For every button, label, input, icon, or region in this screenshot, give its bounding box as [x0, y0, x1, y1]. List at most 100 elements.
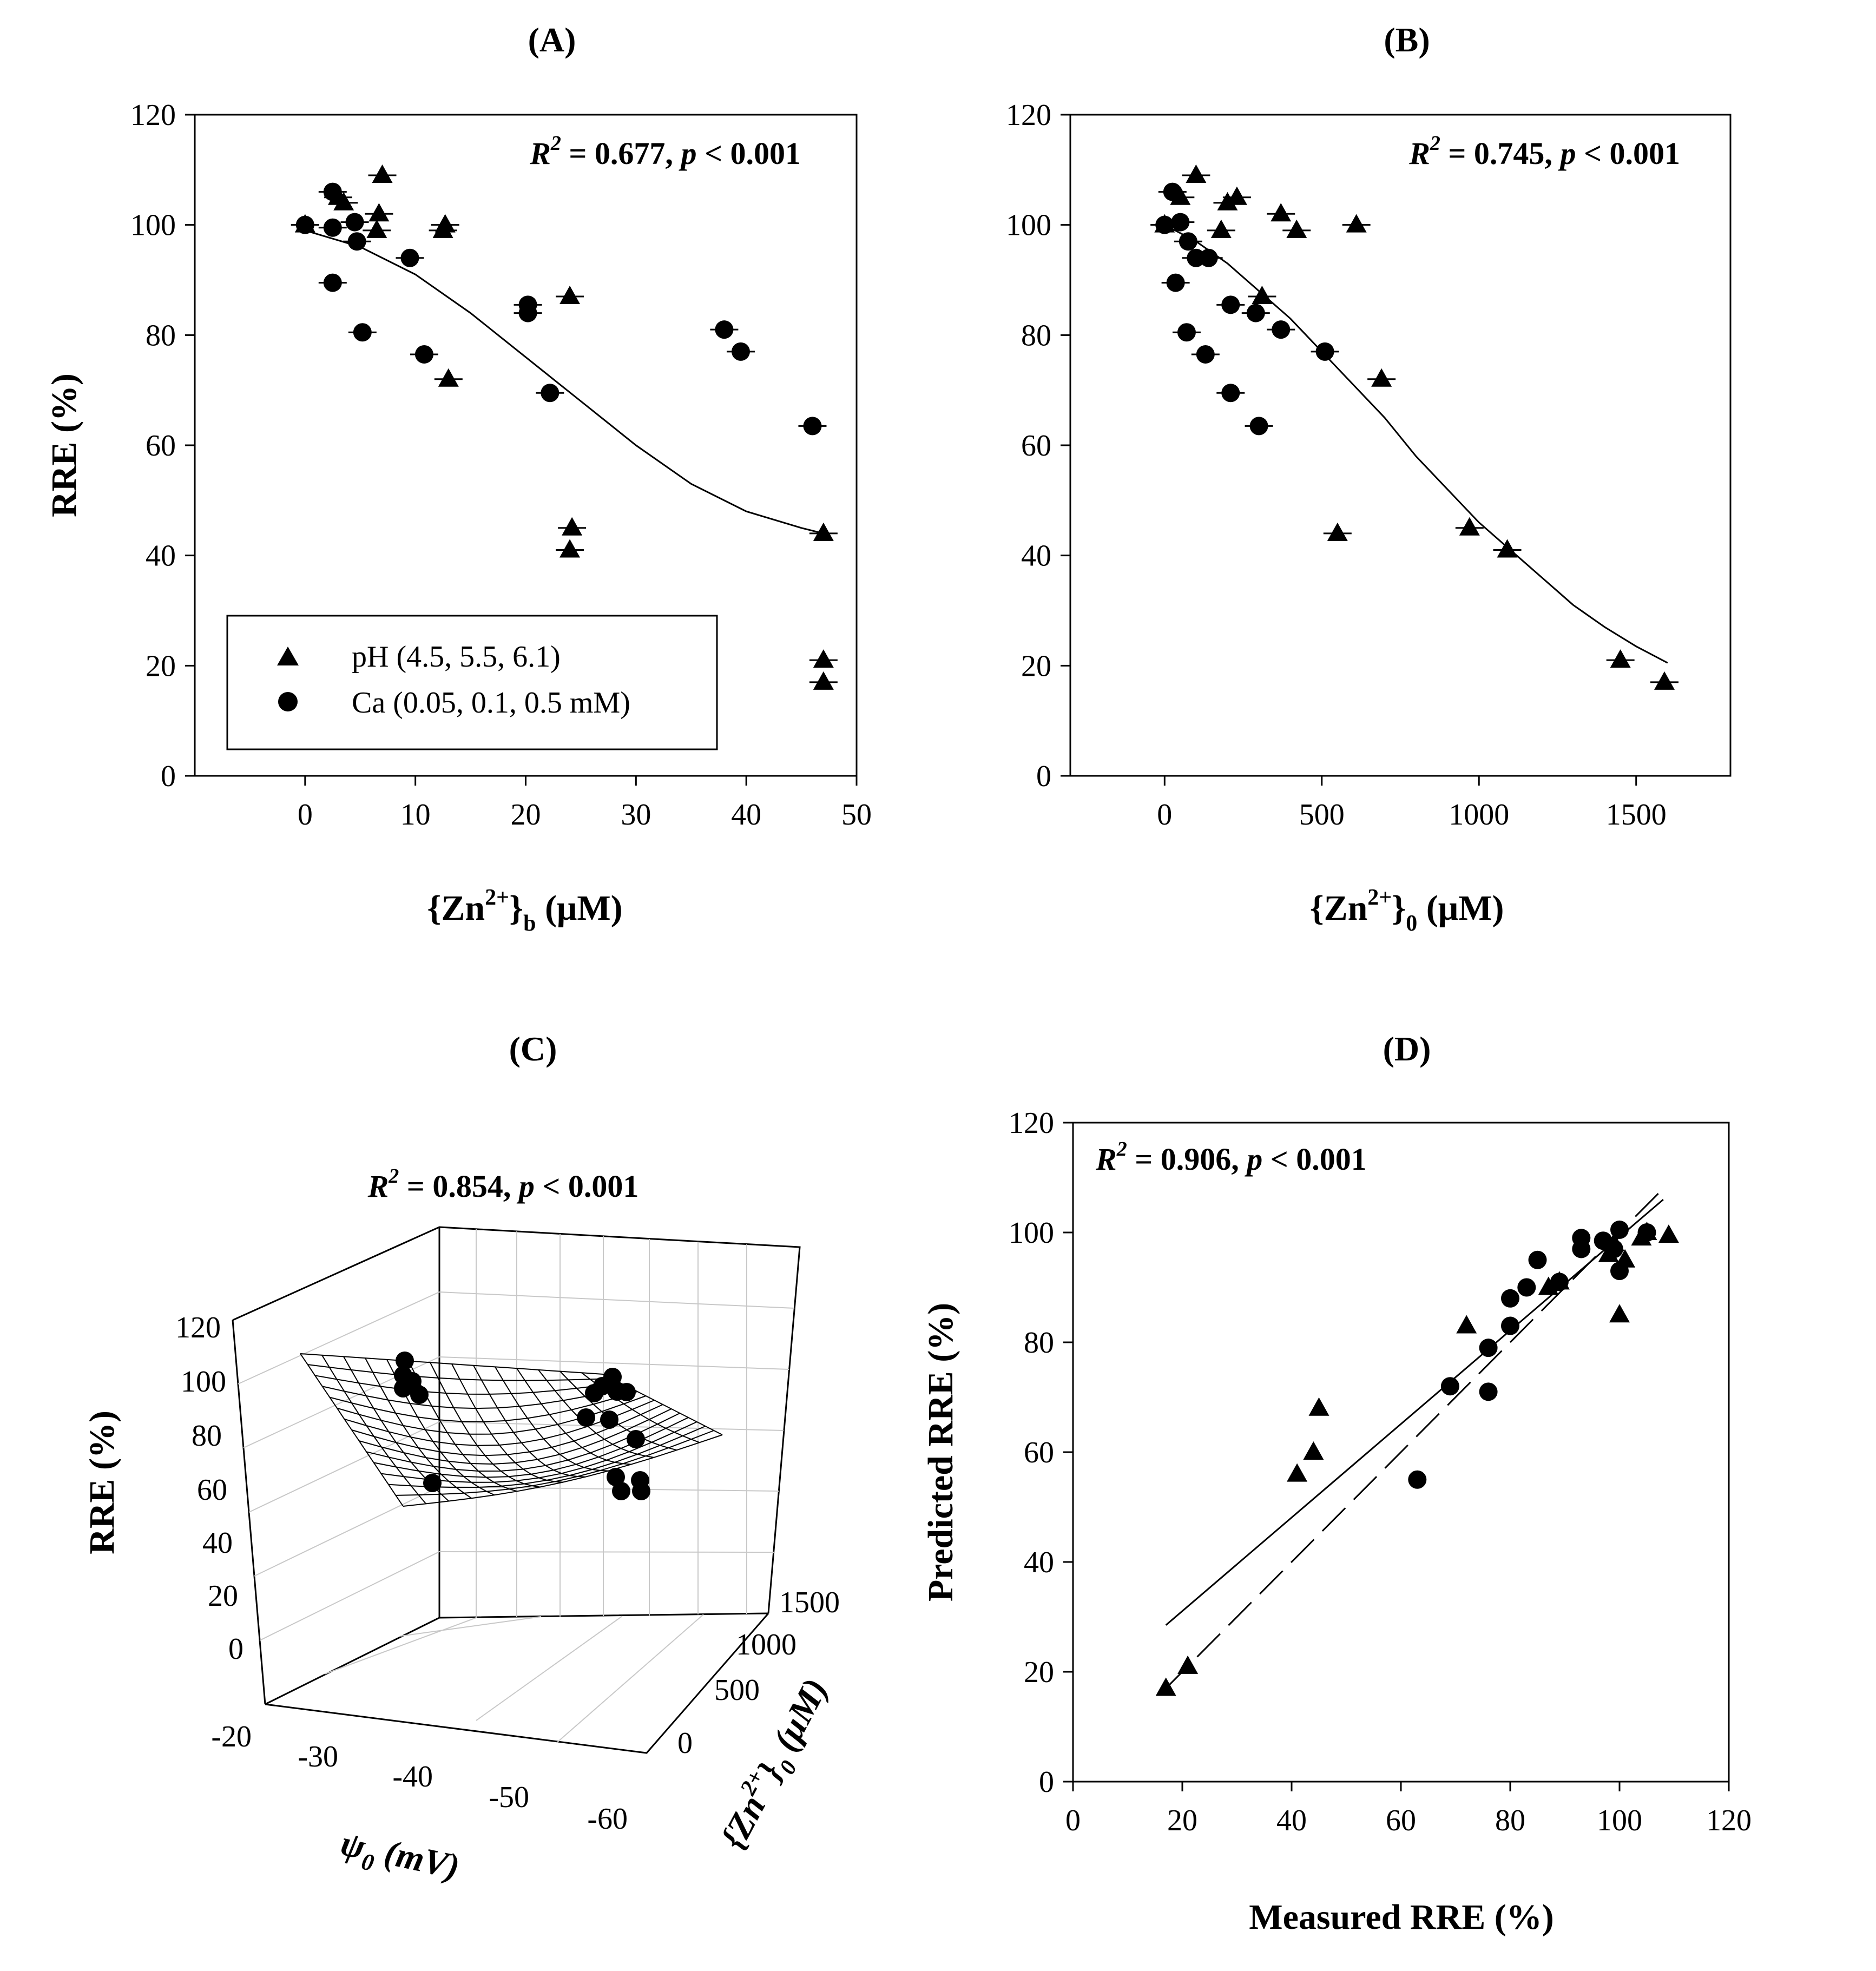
y-tick-label: 120 [1006, 98, 1051, 132]
triangle-point [1609, 1304, 1630, 1323]
y-tick: 1500 [779, 1586, 840, 1619]
surface-point [607, 1468, 625, 1486]
y-tick-label: 60 [1024, 1436, 1054, 1469]
triangle-point [1327, 522, 1348, 541]
panel-a-y-ticks: 0 20 40 60 80 100 120 [130, 98, 195, 793]
panel-d-x-ticks: 0 20 40 60 80 100 120 [1065, 1782, 1752, 1837]
box-floor-front-edges [265, 1613, 769, 1754]
y-tick-label: 0 [161, 760, 176, 793]
triangle-point [438, 368, 459, 387]
circle-point [1246, 304, 1265, 322]
box-top-edges [232, 1226, 801, 1614]
y-tick-label: 100 [130, 209, 176, 242]
panel-a-x-label: {Zn2+}b (μM) [427, 885, 622, 936]
z-tick: 100 [181, 1365, 226, 1399]
triangle-point [1155, 1677, 1176, 1696]
circle-point [1501, 1289, 1519, 1308]
panel-a-x-ticks: 0 10 20 30 40 50 [298, 776, 872, 832]
surface-point [627, 1430, 645, 1448]
triangle-point [1287, 1463, 1308, 1482]
panel-c: (C) R2 = 0.854, p < 0.001 [82, 1030, 842, 1894]
x-tick: -20 [211, 1720, 252, 1754]
triangle-point [1303, 1441, 1324, 1460]
x-tick-label: 50 [841, 798, 872, 832]
triangle-point [432, 219, 453, 238]
circle-point [1155, 215, 1174, 234]
x-tick-label: 0 [1065, 1804, 1081, 1837]
panel-a-plot-frame [194, 114, 858, 777]
x-tick: -40 [392, 1760, 433, 1794]
floor-grid [324, 1614, 704, 1743]
triangle-point [1226, 186, 1247, 205]
x-tick: -30 [298, 1740, 338, 1774]
triangle-point [813, 671, 834, 690]
circle-point [518, 304, 537, 322]
panel-b-points [1150, 164, 1678, 690]
panel-c-points [394, 1352, 650, 1500]
surface-point [632, 1482, 650, 1500]
z-tick: 80 [192, 1419, 222, 1453]
triangle-point [559, 539, 581, 558]
circle-point [323, 273, 342, 292]
circle-point [345, 213, 364, 232]
triangle-point [1286, 219, 1307, 238]
triangle-point [1459, 517, 1480, 536]
z-tick: 120 [175, 1311, 221, 1344]
panel-b-x-ticks: 0 500 1000 1500 [1157, 776, 1667, 832]
x-tick-label: 500 [1299, 798, 1345, 832]
y-tick: 0 [677, 1726, 693, 1760]
legend-entry-ph: pH (4.5, 5.5, 6.1) [352, 640, 561, 674]
circle-point [715, 320, 734, 339]
circle-point [323, 218, 342, 237]
surface-point [612, 1482, 630, 1500]
x-tick-label: 1500 [1606, 798, 1667, 832]
panel-a-title: (A) [528, 21, 576, 59]
triangle-point [372, 164, 393, 183]
triangle-point [1177, 1655, 1199, 1674]
triangle-point [1654, 671, 1675, 690]
x-tick-label: 100 [1597, 1804, 1642, 1837]
circle-point [414, 345, 433, 364]
triangle-point [813, 649, 834, 668]
circle-point [1550, 1273, 1569, 1291]
mesh-line [559, 1370, 677, 1451]
z-tick: 40 [202, 1526, 233, 1560]
y-tick-label: 20 [1024, 1656, 1054, 1689]
x-tick-label: 60 [1386, 1804, 1416, 1837]
circle-point [1196, 345, 1215, 364]
y-tick-label: 100 [1006, 209, 1051, 242]
y-tick-label: 0 [1039, 1765, 1054, 1799]
circle-point [1166, 273, 1185, 292]
circle-point [1272, 320, 1291, 339]
circle-point [1517, 1278, 1536, 1297]
y-tick-label: 80 [1024, 1326, 1054, 1360]
fit-line [1164, 224, 1668, 664]
circle-point [295, 215, 314, 234]
triangle-point [1252, 286, 1273, 305]
y-tick-label: 20 [1021, 649, 1051, 683]
panel-a-stat-label: R2 = 0.677, p < 0.001 [529, 132, 801, 171]
triangle-point [1658, 1224, 1679, 1243]
circle-point [1528, 1250, 1547, 1269]
circle-point [323, 182, 342, 201]
panel-b: (B) 0 20 40 60 80 100 120 0 500 1000 1500 {Zn2+}0… [1006, 21, 1732, 936]
mesh-line [300, 1353, 404, 1507]
circle-point [347, 232, 366, 251]
y-tick-label: 120 [1009, 1106, 1054, 1140]
y-tick-label: 0 [1036, 760, 1051, 793]
surface-point [577, 1408, 595, 1427]
y-tick: 1000 [736, 1628, 797, 1662]
triangle-point [1346, 214, 1367, 233]
panel-c-x-label: ψ0 (mV) [336, 1823, 463, 1894]
panel-c-3d-box [232, 1226, 801, 1754]
x-tick-label: 0 [1157, 798, 1172, 832]
circle-point [1171, 213, 1190, 232]
circle-point [1479, 1382, 1498, 1401]
x-tick: -60 [587, 1802, 628, 1836]
legend-box [226, 615, 718, 750]
x-tick-label: 1000 [1449, 798, 1509, 832]
circle-point [1163, 182, 1182, 201]
triangle-point [1308, 1397, 1329, 1416]
triangle-point [1371, 368, 1392, 387]
panel-d-points [1155, 1220, 1679, 1696]
